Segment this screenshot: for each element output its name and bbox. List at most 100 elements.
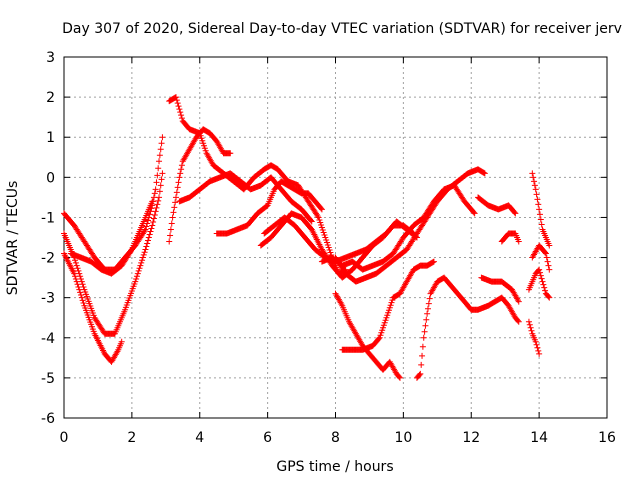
y-tick-label: -4 (41, 331, 55, 347)
data-point (77, 289, 84, 296)
data-point (172, 199, 179, 206)
data-point (141, 227, 148, 234)
data-point (540, 281, 547, 288)
data-point (382, 317, 389, 324)
data-point (419, 343, 426, 350)
data-point (200, 142, 207, 149)
data-point (318, 221, 325, 228)
data-point (79, 281, 86, 288)
data-points (61, 94, 553, 381)
data-point (153, 204, 160, 211)
data-point (526, 321, 533, 328)
data-point (176, 174, 183, 181)
data-point (73, 278, 80, 285)
data-point (74, 265, 81, 272)
data-point (200, 140, 207, 147)
data-point (140, 251, 147, 258)
data-point (139, 254, 146, 261)
data-point (320, 229, 327, 236)
data-point (418, 361, 425, 368)
data-point (536, 206, 543, 213)
data-point (146, 231, 153, 238)
data-point (538, 275, 545, 282)
data-point (530, 174, 537, 181)
data-point (321, 231, 328, 238)
data-point (199, 137, 206, 144)
data-point (307, 217, 314, 224)
data-point (539, 278, 546, 285)
data-point (72, 259, 79, 266)
data-point (72, 273, 79, 280)
data-point (318, 224, 325, 231)
data-point (544, 258, 551, 265)
data-point (145, 234, 152, 241)
data-point (378, 329, 385, 336)
x-tick-label: 14 (530, 430, 548, 446)
data-point (379, 327, 386, 334)
data-point (315, 214, 322, 221)
data-point (142, 246, 149, 253)
data-point (167, 226, 174, 233)
data-point (143, 243, 150, 250)
data-point (424, 305, 431, 312)
data-point (133, 275, 140, 282)
x-tick-label: 10 (394, 430, 412, 446)
data-point (430, 259, 437, 266)
series-track-2 (61, 170, 166, 337)
data-point (386, 304, 393, 311)
data-point (537, 272, 544, 279)
data-point (156, 158, 163, 165)
series-track-11 (318, 182, 478, 273)
data-point (416, 371, 423, 378)
series-track-21 (525, 266, 553, 301)
data-point (149, 198, 156, 205)
data-point (425, 300, 432, 307)
data-point (542, 249, 549, 256)
data-point (537, 216, 544, 223)
x-tick-label: 16 (598, 430, 616, 446)
data-point (178, 162, 185, 169)
data-point (173, 189, 180, 196)
data-point (388, 299, 395, 306)
data-point (75, 267, 82, 274)
series-track-8 (213, 178, 325, 237)
data-point (78, 294, 85, 301)
data-point (158, 176, 165, 183)
data-point (172, 194, 179, 201)
data-point (375, 335, 382, 342)
data-point (529, 170, 536, 177)
data-point (128, 247, 135, 254)
data-point (201, 145, 208, 152)
series-track-15 (413, 274, 522, 381)
x-tick-label: 12 (462, 430, 480, 446)
data-point (385, 309, 392, 316)
x-tick-label: 8 (331, 430, 340, 446)
data-point (178, 112, 185, 119)
data-point (316, 216, 323, 223)
y-tick-label: 0 (46, 170, 55, 186)
data-point (144, 240, 151, 247)
data-point (536, 350, 543, 357)
data-point (143, 223, 150, 230)
series-track-12 (332, 166, 488, 285)
data-point (77, 291, 84, 298)
y-axis-label: SDTVAR / TECUs (5, 181, 21, 296)
data-point (546, 242, 553, 249)
data-point (154, 201, 161, 208)
grid (64, 57, 607, 418)
data-point (148, 225, 155, 232)
data-point (139, 257, 146, 264)
data-point (169, 214, 176, 221)
data-point (177, 109, 184, 116)
data-point (531, 182, 538, 189)
data-point (376, 334, 383, 341)
data-point (317, 219, 324, 226)
data-point (71, 270, 78, 277)
data-point (536, 211, 543, 218)
data-point (420, 334, 427, 341)
data-point (387, 302, 394, 309)
data-point (133, 273, 140, 280)
data-point (156, 152, 163, 159)
